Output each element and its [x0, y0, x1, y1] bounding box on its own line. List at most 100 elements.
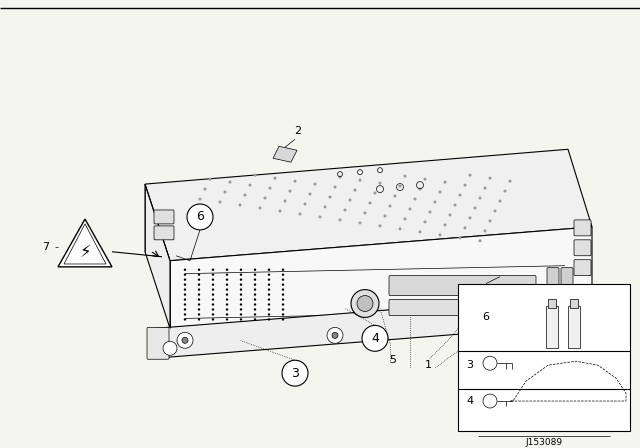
Circle shape [477, 319, 493, 334]
Circle shape [254, 318, 256, 321]
Polygon shape [548, 298, 556, 309]
Circle shape [268, 273, 270, 276]
Circle shape [483, 229, 486, 233]
Circle shape [419, 230, 422, 233]
Circle shape [282, 308, 284, 310]
Circle shape [212, 303, 214, 306]
Circle shape [254, 279, 256, 281]
Circle shape [240, 318, 242, 321]
Text: 6: 6 [196, 211, 204, 224]
Circle shape [282, 303, 284, 306]
Circle shape [553, 310, 567, 323]
Circle shape [358, 179, 362, 181]
Circle shape [362, 325, 388, 351]
FancyBboxPatch shape [458, 284, 630, 431]
Text: 2: 2 [294, 126, 301, 136]
Circle shape [319, 215, 321, 219]
Circle shape [504, 190, 506, 193]
Circle shape [212, 313, 214, 316]
Circle shape [268, 318, 270, 321]
Circle shape [282, 298, 284, 301]
Text: 3: 3 [291, 366, 299, 379]
Circle shape [163, 341, 177, 355]
Circle shape [226, 284, 228, 286]
Circle shape [419, 188, 422, 190]
Circle shape [403, 217, 406, 220]
Circle shape [482, 323, 488, 329]
Circle shape [339, 219, 342, 221]
Circle shape [282, 273, 284, 276]
Circle shape [240, 273, 242, 276]
Circle shape [209, 177, 211, 181]
Circle shape [198, 284, 200, 286]
Circle shape [282, 289, 284, 291]
Circle shape [184, 273, 186, 276]
Circle shape [198, 313, 200, 316]
FancyBboxPatch shape [547, 268, 559, 300]
Circle shape [351, 289, 379, 318]
FancyBboxPatch shape [574, 220, 591, 236]
Circle shape [424, 177, 426, 181]
Polygon shape [273, 146, 297, 162]
Circle shape [463, 184, 467, 186]
Circle shape [433, 201, 436, 203]
Circle shape [198, 318, 200, 321]
Circle shape [438, 233, 442, 237]
Circle shape [488, 220, 492, 222]
Circle shape [349, 198, 351, 202]
Circle shape [388, 204, 392, 207]
Circle shape [289, 190, 291, 193]
Circle shape [254, 289, 256, 291]
Circle shape [438, 190, 442, 194]
Circle shape [198, 198, 202, 201]
Circle shape [184, 293, 186, 296]
Circle shape [212, 318, 214, 321]
Circle shape [240, 268, 242, 271]
FancyBboxPatch shape [147, 327, 169, 359]
Circle shape [479, 239, 481, 242]
Circle shape [243, 194, 246, 197]
Circle shape [463, 226, 467, 229]
Circle shape [226, 313, 228, 316]
Circle shape [314, 183, 317, 185]
Circle shape [282, 318, 284, 321]
Circle shape [493, 210, 497, 212]
Circle shape [269, 186, 271, 190]
Circle shape [499, 199, 502, 202]
FancyBboxPatch shape [574, 260, 591, 276]
Circle shape [184, 318, 186, 321]
Circle shape [468, 216, 472, 220]
Polygon shape [58, 219, 112, 267]
Circle shape [282, 279, 284, 281]
Circle shape [198, 289, 200, 291]
Circle shape [268, 284, 270, 286]
FancyBboxPatch shape [389, 300, 536, 315]
Circle shape [454, 203, 456, 207]
Text: 4: 4 [371, 332, 379, 345]
Circle shape [228, 181, 232, 184]
Circle shape [184, 268, 186, 271]
Circle shape [399, 228, 401, 230]
Circle shape [248, 184, 252, 186]
Circle shape [333, 185, 337, 189]
Circle shape [303, 202, 307, 206]
Circle shape [399, 185, 401, 188]
Circle shape [226, 298, 228, 301]
Circle shape [184, 313, 186, 316]
Circle shape [298, 212, 301, 215]
Circle shape [240, 289, 242, 291]
Circle shape [268, 293, 270, 296]
Circle shape [327, 327, 343, 343]
Circle shape [424, 220, 426, 224]
Text: ⚡: ⚡ [79, 243, 91, 261]
Circle shape [177, 332, 193, 348]
Circle shape [212, 308, 214, 310]
Circle shape [212, 279, 214, 281]
Circle shape [198, 279, 200, 281]
Circle shape [226, 318, 228, 321]
FancyBboxPatch shape [574, 240, 591, 256]
Circle shape [184, 308, 186, 310]
Circle shape [212, 289, 214, 291]
Polygon shape [570, 298, 578, 309]
Circle shape [278, 210, 282, 212]
